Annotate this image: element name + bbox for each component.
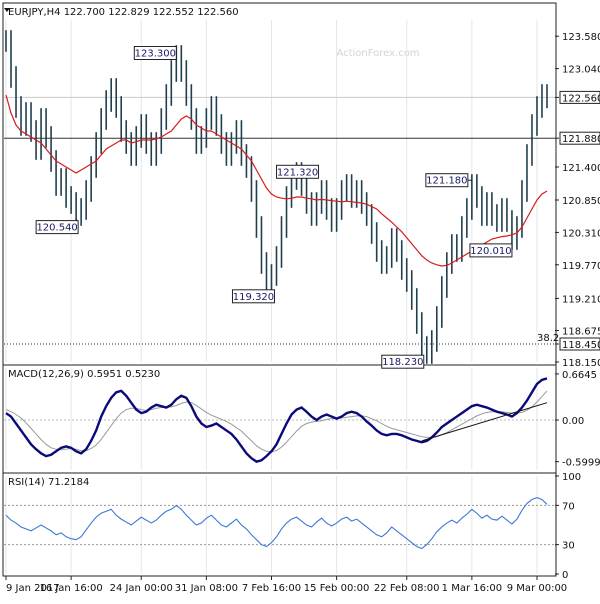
annotation-label: 120.010: [470, 246, 511, 257]
annotation-label: 123.300: [135, 49, 176, 60]
price-label-box: [559, 90, 600, 104]
watermark: ActionForex.com: [336, 48, 419, 59]
annotation-label: 121.320: [277, 167, 318, 178]
grid-layer: [5, 20, 538, 574]
price-axis-label: 123.040: [562, 65, 600, 76]
fib-level-tag: 38.2: [537, 333, 559, 344]
annotation-box: [276, 164, 320, 179]
x-tick-label: 9 Jan 2017: [6, 583, 60, 594]
macd-axis-label: 0.00: [562, 416, 584, 427]
annotation-box: [469, 243, 513, 258]
price-axis-label: 121.400: [562, 163, 600, 174]
annotation-label: 120.540: [36, 223, 77, 234]
x-tick-label: 1 Mar 16:00: [442, 583, 502, 594]
price-axis-label: 123.580: [562, 32, 600, 43]
rsi-panel-title: RSI(14) 71.2184: [8, 477, 89, 488]
annotation-label: 121.180: [426, 176, 467, 187]
price-axis-label: 118.675: [562, 327, 600, 338]
moving-average-line: [5, 94, 548, 267]
x-tick-label: 15 Feb 00:00: [304, 583, 370, 594]
rsi-axis-label: 100: [562, 472, 581, 483]
price-axis-label: 120.310: [562, 228, 600, 239]
dropdown-marker-icon: [4, 8, 10, 12]
price-axis-label: 118.450: [562, 340, 600, 351]
annotation-label: 118.230: [382, 357, 423, 368]
macd-axis-label: -0.5999: [562, 458, 600, 469]
price-label-box: [559, 337, 600, 351]
annotation-label: 119.320: [233, 292, 274, 303]
rsi-line: [5, 496, 548, 550]
price-axis-label: 118.150: [562, 358, 600, 369]
price-axis-label: 122.560: [562, 93, 600, 104]
x-tick-label: 9 Mar 00:00: [507, 583, 567, 594]
rsi-axis-label: 70: [562, 501, 575, 512]
x-tick-label: 16 Jan 16:00: [39, 583, 102, 594]
x-tick-label: 7 Feb 16:00: [242, 583, 301, 594]
annotation-box: [425, 173, 469, 188]
price-axis-label: 119.210: [562, 294, 600, 305]
macd-trendline: [421, 402, 548, 442]
x-tick-label: 31 Jan 08:00: [175, 583, 238, 594]
x-tick-label: 24 Jan 00:00: [110, 583, 173, 594]
price-label-box: [559, 131, 600, 145]
price-axis-label: 119.770: [562, 261, 600, 272]
x-tick-label: 22 Feb 08:00: [374, 583, 440, 594]
annotation-box: [381, 354, 425, 369]
annotation-box: [231, 289, 275, 304]
rsi-panel-frame: [2, 472, 557, 577]
annotation-box: [35, 220, 79, 235]
macd-axis-label: 0.6645: [562, 370, 597, 381]
macd-line: [5, 377, 548, 463]
rsi-axis-label: 0: [562, 570, 568, 581]
macd-signal-line: [5, 390, 548, 453]
annotation-box: [133, 46, 177, 60]
macd-panel-title: MACD(12,26,9) 0.5951 0.5230: [8, 369, 160, 380]
price-axis-label: 121.880: [562, 134, 600, 145]
series-layer: [5, 30, 548, 550]
rsi-axis-label: 30: [562, 541, 575, 552]
price-panel-title: EURJPY,H4 122.700 122.829 122.552 122.56…: [8, 7, 239, 18]
price-axis-label: 120.850: [562, 196, 600, 207]
annotation-layer: 123.300 120.540 121.320 119.320 121.180 120.0…: [35, 46, 513, 369]
